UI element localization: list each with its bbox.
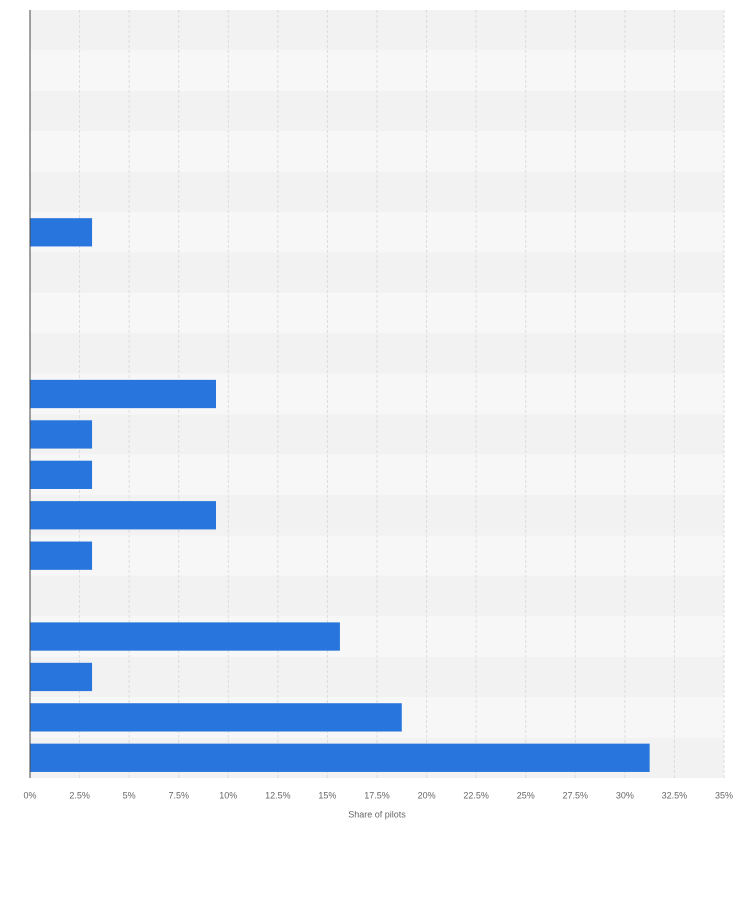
bar — [30, 662, 93, 692]
bar — [30, 379, 216, 409]
x-tick-label: 0% — [23, 790, 36, 800]
x-tick-label: 12.5% — [265, 790, 291, 800]
x-tick-label: 32.5% — [662, 790, 688, 800]
x-tick-label: 20% — [418, 790, 436, 800]
bar — [30, 541, 93, 570]
bar — [30, 420, 93, 449]
x-tick-label: 2.5% — [69, 790, 90, 800]
x-axis-label: Share of pilots — [348, 809, 406, 819]
bar — [30, 218, 93, 247]
bar — [30, 743, 650, 772]
bar — [30, 622, 340, 651]
bar — [30, 460, 93, 489]
x-tick-label: 5% — [123, 790, 136, 800]
x-tick-label: 10% — [219, 790, 237, 800]
x-tick-label: 27.5% — [563, 790, 589, 800]
x-tick-label: 25% — [517, 790, 535, 800]
x-tick-label: 7.5% — [168, 790, 189, 800]
x-tick-label: 15% — [318, 790, 336, 800]
x-tick-label: 17.5% — [364, 790, 390, 800]
x-tick-label: 35% — [715, 790, 733, 800]
bar — [30, 501, 216, 530]
x-tick-label: 30% — [616, 790, 634, 800]
x-tick-label: 22.5% — [463, 790, 489, 800]
bar — [30, 703, 402, 732]
